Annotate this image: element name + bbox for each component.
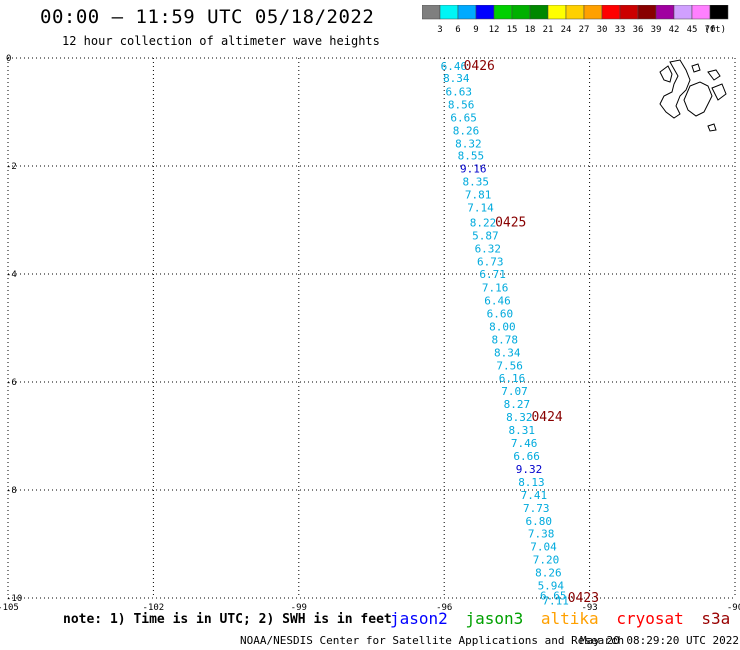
swh-value: 7.56 [496,359,523,372]
colorbar-label: 24 [561,25,572,35]
swh-value: 6.63 [445,85,472,98]
colorbar-label: 30 [597,25,608,35]
x-tick-label: -90 [727,603,740,613]
swh-value: 7.81 [465,189,492,202]
swh-value: 8.32 [506,411,533,424]
colorbar-label: 21 [543,25,554,35]
colorbar-label: 70 [705,25,716,35]
island-outline [659,59,691,119]
swh-value: 7.07 [501,385,528,398]
time-label: 0424 [531,410,562,425]
y-tick-label: -10 [6,594,22,604]
colorbar-unit: (ft) [704,25,726,35]
units-note: note: 1) Time is in UTC; 2) SWH is in fe… [63,612,392,627]
y-tick-label: -4 [6,270,17,280]
colorbar-label: 45 [687,25,698,35]
legend-cryosat: cryosat [616,609,684,628]
colorbar-swatch [709,5,729,20]
swh-value: 8.34 [443,72,470,85]
swh-value: 8.32 [455,137,482,150]
time-label: 0423 [568,591,599,606]
swh-value: 6.65 [540,589,567,602]
swh-value: 6.46 [484,294,511,307]
legend-jason2: jason2 [390,609,448,628]
time-label: 0425 [495,216,526,231]
swh-value: 7.04 [530,541,557,554]
swh-value: 8.13 [518,476,545,489]
swh-value: 7.14 [467,202,494,215]
legend-altika: altika [540,609,599,628]
swh-value: 8.27 [504,398,531,411]
chart-subtitle: 12 hour collection of altimeter wave hei… [62,34,380,48]
y-tick-label: 0 [6,54,11,64]
colorbar-label: 9 [473,25,478,35]
swh-value: 7.41 [521,489,548,502]
satellite-legend: jason2 jason3 altika cryosat s3a [390,609,738,628]
colorbar-label: 42 [669,25,680,35]
swh-value: 9.16 [460,163,487,176]
swh-value: 6.32 [475,243,502,256]
swh-value: 8.55 [458,150,485,163]
island-outline [691,63,701,73]
swh-value: 6.60 [487,307,514,320]
timestamp-text: May 20 08:29:20 UTC 2022 [580,634,739,647]
credit-text: NOAA/NESDIS Center for Satellite Applica… [240,634,625,647]
swh-value: 5.94 [538,580,565,593]
colorbar-label: 6 [455,25,460,35]
x-tick-label: -102 [143,603,165,613]
swh-value: 6.65 [450,111,477,124]
island-outline [683,81,713,117]
colorbar-label: 15 [507,25,518,35]
legend-s3a: s3a [701,609,731,628]
swh-value: 8.00 [489,320,516,333]
x-tick-label: -105 [0,603,19,613]
time-label: 0426 [464,59,495,74]
colorbar-label: 18 [525,25,536,35]
colorbar-label: 27 [579,25,590,35]
swh-value: 6.71 [479,268,506,281]
swh-value: 6.80 [525,515,552,528]
swh-value: 7.73 [523,502,550,515]
swh-value: 8.26 [535,567,562,580]
swh-value: 6.16 [499,372,526,385]
island-outline [707,69,721,81]
swh-value: 7.38 [528,528,555,541]
swh-value: 5.87 [472,230,499,243]
swh-value: 8.35 [462,176,489,189]
legend-jason3: jason3 [465,609,524,628]
swh-value: 6.73 [477,256,504,269]
swh-value: 8.22 [470,217,497,230]
colorbar-label: 12 [489,25,500,35]
coastline [659,59,727,132]
colorbar-label: 3 [437,25,442,35]
y-tick-label: -2 [6,162,17,172]
swh-value: 7.46 [511,437,538,450]
swh-value: 7.20 [533,554,560,567]
y-tick-label: -6 [6,378,17,388]
swh-value: 6.46 [441,60,468,73]
swh-value: 8.26 [453,124,480,137]
island-outline [711,83,727,101]
swh-value: 8.56 [448,98,475,111]
swh-value: 7.11 [542,595,569,608]
y-tick-label: -8 [6,486,17,496]
swh-value: 8.78 [492,333,519,346]
swh-value: 8.34 [494,346,521,359]
colorbar-label: 39 [651,25,662,35]
swh-value: 6.66 [513,450,540,463]
x-tick-label: -96 [436,603,452,613]
swh-value: 7.16 [482,282,509,295]
swh-value: 8.31 [508,424,535,437]
island-outline [707,123,717,132]
island-outline [659,65,673,83]
x-tick-label: -99 [291,603,307,613]
x-tick-label: -93 [581,603,597,613]
chart-title: 00:00 – 11:59 UTC 05/18/2022 [40,6,375,28]
colorbar-label: 33 [615,25,626,35]
colorbar-label: 36 [633,25,644,35]
color-scale-bar: 3 6 9 12 15 18 21 24 27 30 33 36 39 42 45 70(ft) [422,5,729,35]
swh-value: 9.32 [516,463,543,476]
